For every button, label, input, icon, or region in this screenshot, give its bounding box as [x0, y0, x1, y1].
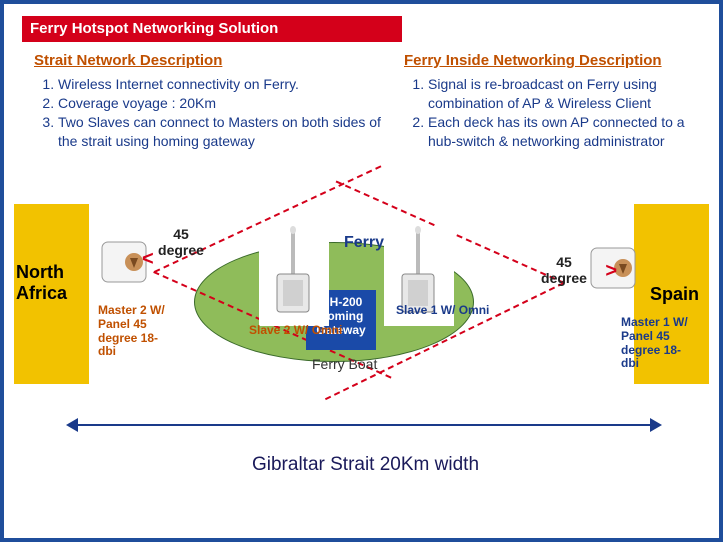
- list-item: Each deck has its own AP connected to a …: [428, 113, 704, 151]
- master1-label: Master 1 W/ Panel 45 degree 18-dbi: [621, 316, 691, 371]
- list-item: Wireless Internet connectivity on Ferry.: [58, 75, 384, 94]
- ferry-label: Ferry: [344, 234, 384, 252]
- slave1-label: Slave 1 W/ Omni: [396, 304, 489, 318]
- strait-heading: Strait Network Description: [34, 52, 384, 69]
- strait-list: Wireless Internet connectivity on Ferry.…: [58, 75, 384, 151]
- angle-left: 45 degree: [156, 226, 206, 258]
- slave2-label: Slave 2 W/ Omni: [249, 324, 342, 338]
- list-item: Two Slaves can connect to Masters on bot…: [58, 113, 384, 151]
- angle-right: 45 degree: [539, 254, 589, 286]
- slide: Ferry Hotspot Networking Solution Strait…: [0, 0, 723, 542]
- strait-description: Strait Network Description Wireless Inte…: [34, 52, 384, 151]
- inside-list: Signal is re-broadcast on Ferry using co…: [428, 75, 704, 151]
- strait-width-arrow: [74, 424, 654, 426]
- caret-right-icon: >: [605, 260, 617, 283]
- north-africa-label: North Africa: [16, 262, 86, 304]
- inside-heading: Ferry Inside Networking Description: [404, 52, 704, 69]
- master2-label: Master 2 W/ Panel 45 degree 18-dbi: [98, 304, 168, 359]
- caret-left-icon: <: [142, 248, 154, 271]
- title-bar: Ferry Hotspot Networking Solution: [22, 16, 402, 42]
- list-item: Signal is re-broadcast on Ferry using co…: [428, 75, 704, 113]
- strait-width-label: Gibraltar Strait 20Km width: [4, 454, 723, 476]
- list-item: Coverage voyage : 20Km: [58, 94, 384, 113]
- slave2-device: [259, 226, 329, 326]
- ferry-boat-label: Ferry Boat: [312, 356, 377, 372]
- inside-description: Ferry Inside Networking Description Sign…: [404, 52, 704, 151]
